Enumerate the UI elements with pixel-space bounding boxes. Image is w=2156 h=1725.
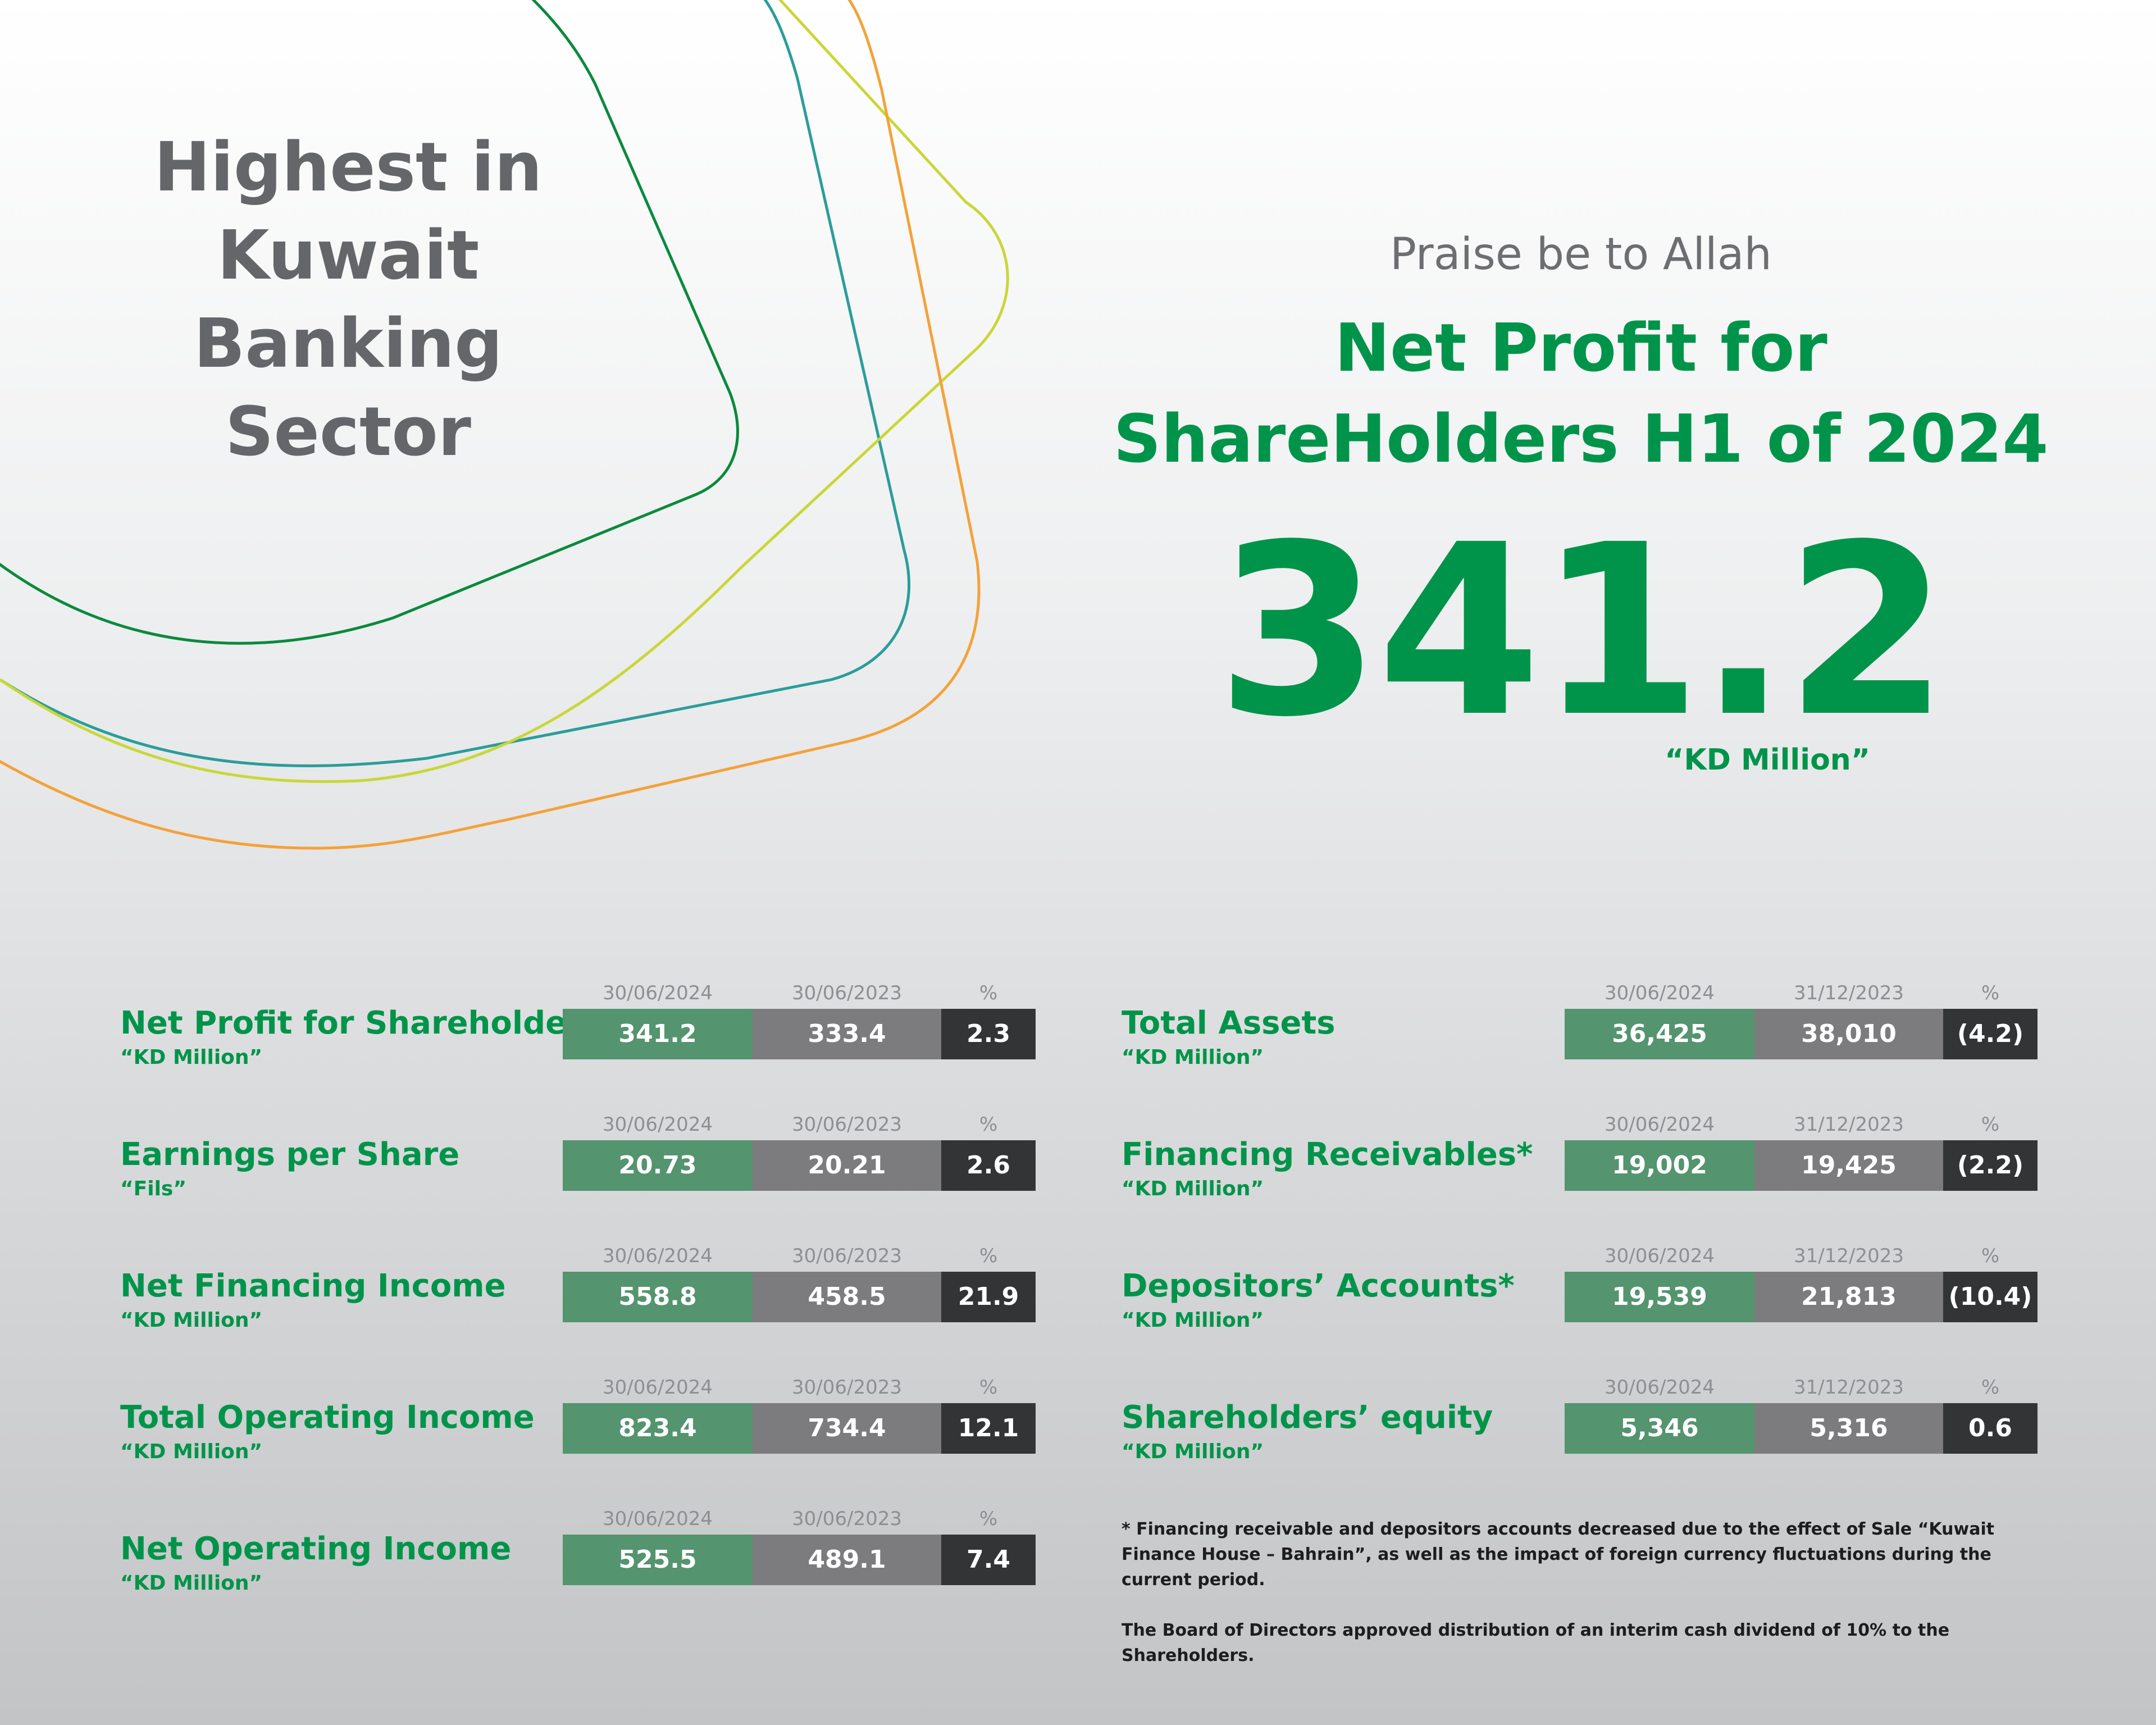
metric-unit: “KD Million” <box>120 1572 263 1595</box>
value-previous: 19,425 <box>1754 1140 1943 1191</box>
metric-label: Total Operating Income <box>120 1399 535 1436</box>
metric-label: Earnings per Share <box>120 1136 460 1173</box>
metric-unit: “KD Million” <box>1122 1309 1264 1332</box>
value-previous: 458.5 <box>753 1272 941 1322</box>
metric-label: Net Operating Income <box>120 1531 512 1567</box>
column-header: % <box>979 982 998 1004</box>
value-previous: 5,316 <box>1754 1403 1943 1454</box>
column-header: 31/12/2023 <box>1794 982 1904 1004</box>
curve-orange <box>0 0 981 850</box>
column-header: 31/12/2023 <box>1794 1113 1904 1136</box>
value-percent: 2.6 <box>941 1140 1036 1191</box>
column-header: 30/06/2024 <box>1605 1245 1715 1267</box>
column-header: % <box>1981 982 2000 1004</box>
metric-unit: “KD Million” <box>1122 1177 1264 1200</box>
value-current: 823.4 <box>563 1403 753 1454</box>
value-current: 19,539 <box>1565 1272 1754 1322</box>
value-percent: 12.1 <box>941 1403 1036 1454</box>
value-percent: 21.9 <box>941 1272 1036 1322</box>
value-previous: 333.4 <box>753 1009 941 1059</box>
column-header: 30/06/2024 <box>1605 1376 1715 1399</box>
value-percent: (4.2) <box>1943 1009 2038 1059</box>
column-header: 30/06/2024 <box>603 1113 713 1136</box>
value-current: 558.8 <box>563 1272 753 1322</box>
value-current: 525.5 <box>563 1535 753 1585</box>
value-current: 5,346 <box>1565 1403 1754 1454</box>
column-header: % <box>1981 1376 2000 1399</box>
value-percent: (2.2) <box>1943 1140 2038 1191</box>
metric-label: Total Assets <box>1122 1005 1335 1041</box>
net-profit-title: Net Profit for ShareHolders H1 of 2024 <box>1067 302 2095 484</box>
metric-unit: “KD Million” <box>1122 1440 1264 1463</box>
column-header: % <box>1981 1245 2000 1267</box>
column-header: 30/06/2023 <box>792 1508 902 1530</box>
metric-unit: “KD Million” <box>120 1309 263 1332</box>
column-header: 30/06/2023 <box>792 1113 902 1136</box>
headline-line: Highest in <box>154 129 543 207</box>
value-current: 19,002 <box>1565 1140 1754 1191</box>
footnotes: * Financing receivable and depositors ac… <box>1122 1517 2043 1668</box>
value-current: 20.73 <box>563 1140 753 1191</box>
column-header: % <box>979 1376 998 1399</box>
column-header: 30/06/2024 <box>603 982 713 1004</box>
column-header: 30/06/2024 <box>603 1376 713 1399</box>
column-header: 30/06/2024 <box>1605 982 1715 1004</box>
footnote-dividend: The Board of Directors approved distribu… <box>1122 1621 1950 1665</box>
curve-dark-green <box>0 0 739 645</box>
value-previous: 38,010 <box>1754 1009 1943 1059</box>
headline-line: Banking <box>193 305 503 383</box>
net-profit-title-line: ShareHolders H1 of 2024 <box>1113 400 2049 477</box>
value-previous: 489.1 <box>753 1535 941 1585</box>
value-previous: 20.21 <box>753 1140 941 1191</box>
column-header: 30/06/2024 <box>603 1508 713 1530</box>
column-header: 30/06/2024 <box>603 1245 713 1267</box>
value-previous: 734.4 <box>753 1403 941 1454</box>
column-header: % <box>979 1508 998 1530</box>
metric-label: Shareholders’ equity <box>1122 1399 1493 1436</box>
headline-line: Sector <box>225 393 471 471</box>
metric-unit: “Fils” <box>120 1177 187 1200</box>
column-header: 30/06/2023 <box>792 1376 902 1399</box>
metric-unit: “KD Million” <box>120 1440 263 1463</box>
net-profit-title-line: Net Profit for <box>1334 309 1827 386</box>
metric-label: Depositors’ Accounts* <box>1122 1268 1515 1304</box>
column-header: 30/06/2024 <box>1605 1113 1715 1136</box>
column-header: % <box>979 1113 998 1136</box>
value-current: 36,425 <box>1565 1009 1754 1059</box>
net-profit-value: 341.2 <box>1216 494 1949 769</box>
column-header: 31/12/2023 <box>1794 1245 1904 1267</box>
metric-label: Net Financing Income <box>120 1268 506 1304</box>
curve-teal <box>0 0 910 767</box>
value-percent: 7.4 <box>941 1535 1036 1585</box>
metric-unit: “KD Million” <box>120 1046 263 1069</box>
value-percent: 0.6 <box>1943 1403 2038 1454</box>
value-previous: 21,813 <box>1754 1272 1943 1322</box>
headline: Highest in Kuwait Banking Sector <box>90 124 607 476</box>
column-header: 30/06/2023 <box>792 1245 902 1267</box>
metric-label: Financing Receivables* <box>1122 1136 1533 1173</box>
net-profit-unit: “KD Million” <box>1665 743 1870 777</box>
column-header: 30/06/2023 <box>792 982 902 1004</box>
headline-line: Kuwait <box>217 217 480 295</box>
praise-text: Praise be to Allah <box>1390 229 1772 280</box>
curve-yellow-green <box>0 0 1009 783</box>
value-percent: 2.3 <box>941 1009 1036 1059</box>
metric-label: Net Profit for Shareholders <box>120 1005 601 1041</box>
column-header: % <box>979 1245 998 1267</box>
footnote-financing: * Financing receivable and depositors ac… <box>1122 1519 1995 1590</box>
column-header: 31/12/2023 <box>1794 1376 1904 1399</box>
value-percent: (10.4) <box>1943 1272 2038 1322</box>
column-header: % <box>1981 1113 2000 1136</box>
metric-unit: “KD Million” <box>1122 1046 1264 1069</box>
value-current: 341.2 <box>563 1009 753 1059</box>
